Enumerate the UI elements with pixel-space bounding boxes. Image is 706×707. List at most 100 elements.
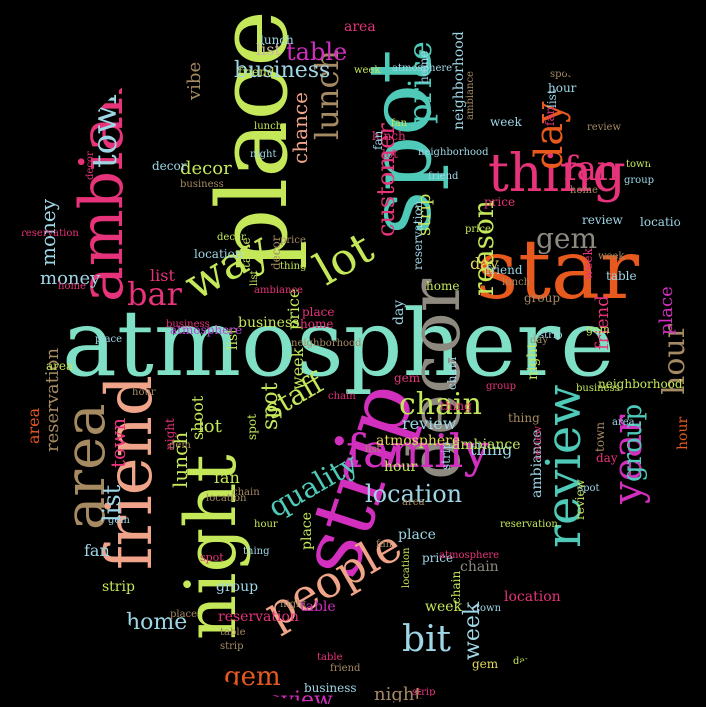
cloud-word: ambiance (452, 437, 521, 453)
cloud-word: spot (550, 69, 572, 80)
cloud-word: chain (460, 559, 499, 575)
cloud-word: business (576, 383, 620, 394)
cloud-word: list (150, 266, 175, 285)
cloud-word: week (490, 115, 522, 129)
cloud-word: atmosphere (376, 433, 461, 449)
cloud-word: week (354, 65, 381, 76)
cloud-word: hour (675, 416, 691, 450)
cloud-word: family (346, 424, 490, 478)
cloud-word: lot (306, 222, 382, 296)
cloud-word: decor (152, 159, 187, 173)
cloud-word: price (465, 224, 491, 235)
cloud-word: decor (217, 232, 246, 243)
cloud-word: place (95, 334, 123, 345)
cloud-word: home (300, 317, 334, 331)
cloud-word: list (365, 444, 381, 455)
cloud-word: night (374, 684, 422, 705)
cloud-word: gem (108, 515, 130, 526)
cloud-word: lunch (372, 129, 406, 143)
cloud-word: atmosphere (62, 290, 615, 397)
cloud-word: thing (280, 261, 307, 272)
cloud-word: fan (543, 106, 557, 126)
cloud-word: atmosphere (439, 550, 500, 561)
cloud-word: thing (508, 411, 540, 425)
cloud-word: day (391, 299, 407, 325)
cloud-word: chain (232, 487, 260, 498)
cloud-word: strip (412, 687, 436, 698)
cloud-word: group (216, 579, 259, 595)
cloud-word: lot (198, 416, 222, 437)
cloud-word: spot (578, 483, 600, 494)
cloud-word: business (180, 179, 224, 190)
cloud-word: reservation (218, 609, 299, 625)
cloud-word: home (426, 279, 460, 293)
cloud-word: lunch (254, 121, 283, 132)
cloud-word: gem (169, 440, 191, 451)
cloud-word: ambiance (254, 285, 303, 296)
cloud-word: table (300, 599, 336, 615)
cloud-word: gem (536, 222, 598, 255)
cloud-word: review (587, 122, 622, 133)
cloud-word: town (106, 417, 130, 468)
cloud-word: table (606, 269, 637, 283)
cloud-word: business (166, 319, 210, 330)
cloud-word: friend (28, 579, 65, 593)
cloud-word: area (344, 19, 376, 35)
cloud-word: gem (472, 657, 499, 671)
cloud-word: hour (132, 387, 156, 398)
cloud-word: reservation (21, 228, 79, 239)
cloud-word: reservation (411, 200, 425, 270)
cloud-word: strip (220, 641, 244, 652)
cloud-word: place (656, 286, 677, 335)
cloud-word: price (422, 551, 454, 565)
cloud-word: thing (243, 546, 270, 557)
cloud-word: area (402, 497, 425, 508)
cloud-word: table (317, 652, 343, 663)
cloud-word: thing (470, 440, 513, 459)
cloud-word: group (624, 175, 655, 186)
cloud-word: town (593, 421, 607, 452)
cloud-word: decor (85, 151, 96, 180)
cloud-word: area (46, 359, 74, 373)
cloud-word: bar (127, 275, 182, 313)
cloud-word: chain (399, 387, 482, 422)
cloud-word: spot (200, 551, 224, 564)
cloud-word: thing (440, 399, 472, 413)
cloud-word: night (525, 342, 541, 380)
cloud-word: reason (467, 200, 500, 296)
cloud-word: star (476, 223, 640, 318)
cloud-word: review (402, 414, 457, 433)
cloud-word: price (484, 195, 516, 209)
cloud-word: group (574, 63, 611, 77)
cloud-word: week (581, 248, 595, 280)
cloud-word: table (220, 627, 246, 638)
cloud-word: friend (330, 663, 361, 674)
cloud-word: vibe (184, 61, 205, 100)
cloud-word: review (533, 425, 544, 460)
cloud-word: location (206, 493, 247, 504)
cloud-word: group (618, 403, 648, 482)
cloud-word: chain (328, 391, 356, 402)
cloud-word: strip (539, 330, 563, 341)
cloud-word: atmosphere (170, 323, 243, 337)
cloud-word: group (524, 291, 561, 305)
cloud-word: location (194, 247, 243, 261)
cloud-word: neighborhood (598, 377, 683, 391)
cloud-word: neighborhood (418, 147, 489, 158)
cloud-word: location (401, 547, 412, 588)
cloud-word: home (570, 185, 598, 196)
cloud-word: hour (384, 459, 418, 475)
cloud-word: reservation (500, 519, 558, 530)
cloud-word: business (234, 58, 331, 83)
cloud-word: day (596, 451, 618, 465)
cloud-word: location (640, 215, 689, 229)
cloud-word: spot (258, 382, 283, 430)
cloud-word: town (476, 603, 502, 614)
cloud-word: place (302, 305, 335, 319)
cloud-word: review (582, 213, 623, 227)
cloud-word: friend (486, 263, 523, 277)
cloud-word: week (288, 347, 307, 390)
cloud-word: lunch (502, 277, 531, 288)
cloud-word: spot (245, 414, 259, 440)
cloud-word: chance (288, 92, 312, 164)
